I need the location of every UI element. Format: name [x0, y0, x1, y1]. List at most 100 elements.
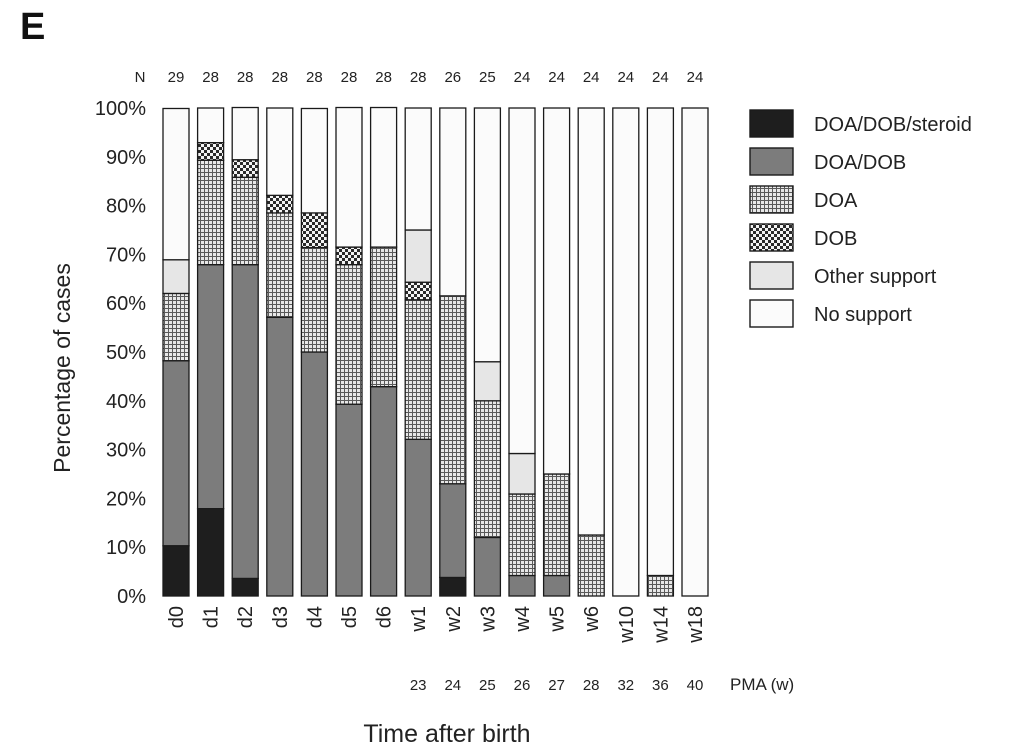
n-value: 28 [341, 69, 358, 86]
x-tick-label: w1 [408, 606, 430, 633]
x-axis-label: Time after birth [363, 720, 530, 747]
bar-segment-white [612, 107, 640, 597]
x-tick-label: w3 [477, 606, 499, 633]
bar-segment-light-gray [162, 259, 190, 295]
bar-segment-solid-gray [542, 574, 571, 597]
bar-segment-fine-grid [646, 574, 675, 597]
bar-segment-checker [266, 194, 294, 214]
pma-value: 23 [410, 677, 427, 694]
y-tick-label: 40% [106, 391, 146, 413]
legend-swatch-fine-grid [749, 185, 794, 214]
n-value: 24 [548, 69, 565, 86]
y-axis-label: Percentage of cases [49, 263, 75, 473]
y-tick-label: 20% [106, 488, 146, 510]
bar-segment-white [266, 107, 294, 197]
bar-segment-solid-gray [231, 263, 259, 580]
bar-segment-fine-grid [196, 159, 225, 266]
bar-segment-white [681, 107, 709, 597]
y-tick-label: 10% [106, 537, 146, 559]
panel-label: E [20, 6, 46, 48]
bar-segment-fine-grid [162, 292, 190, 362]
bar-segment-solid-black [231, 577, 259, 597]
x-tick-label: w18 [685, 606, 707, 644]
n-value: 24 [652, 69, 669, 86]
bar-segment-white [369, 106, 398, 248]
bar-segment-solid-black [439, 576, 467, 597]
n-value: 28 [237, 69, 254, 86]
bar-segment-checker [404, 281, 432, 301]
bar-segment-white [335, 106, 363, 248]
n-value: 28 [202, 69, 219, 86]
n-value: 25 [479, 69, 496, 86]
n-value: 28 [271, 69, 288, 86]
y-tick-label: 30% [106, 440, 146, 462]
bar-segment-white [473, 107, 502, 363]
bar-segment-white [231, 106, 259, 161]
pma-value: 24 [444, 677, 461, 694]
bars [162, 106, 709, 597]
legend-label: No support [814, 304, 912, 326]
bar-segment-white [577, 107, 605, 536]
legend-swatch-checker [749, 223, 794, 252]
x-tick-label: w10 [616, 606, 638, 644]
n-value: 28 [410, 69, 427, 86]
bar-segment-fine-grid [300, 246, 329, 353]
bar-segment-solid-gray [300, 351, 329, 597]
bar-segment-solid-gray [162, 360, 190, 547]
n-row-label: N [135, 69, 146, 86]
n-value: 24 [617, 69, 634, 86]
n-value: 28 [306, 69, 323, 86]
y-tick-label: 80% [106, 196, 146, 218]
bar-segment-solid-gray [404, 438, 432, 597]
x-tick-label: d0 [166, 606, 188, 628]
bar-segment-solid-gray [196, 263, 225, 510]
bar-segment-white [196, 107, 225, 144]
pma-value: 25 [479, 677, 496, 694]
legend-label: DOA/DOB [814, 152, 906, 174]
bar-segment-checker [196, 141, 225, 161]
x-tick-label: w6 [581, 606, 603, 633]
bar-segment-solid-gray [266, 316, 294, 597]
legend-swatch-solid-black [749, 109, 794, 138]
pma-value: 28 [583, 677, 600, 694]
bar-segment-white [300, 107, 329, 214]
bar-segment-white [404, 107, 432, 231]
legend-label: DOB [814, 228, 857, 250]
bar-segment-fine-grid [439, 295, 467, 485]
x-tick-label: w2 [443, 606, 465, 633]
bar-segment-checker [231, 159, 259, 178]
pma-value: 27 [548, 677, 565, 694]
bar-segment-white [542, 107, 571, 475]
bar-segment-solid-gray [473, 536, 502, 597]
pma-value: 36 [652, 677, 669, 694]
axes: 0% 10% 20% 30% 40% 50% 60% 70% 80% 90% 100% Percent… [49, 98, 531, 747]
legend-label: Other support [814, 266, 937, 288]
y-tick-label: 100% [95, 98, 146, 120]
bar-segment-solid-gray [508, 574, 536, 597]
legend-label: DOA/DOB/steroid [814, 114, 972, 136]
n-value: 24 [514, 69, 531, 86]
legend-swatch-light-gray [749, 261, 794, 290]
bar-segment-white [508, 107, 536, 455]
y-tick-label: 0% [117, 586, 146, 608]
bar-segment-fine-grid [577, 534, 605, 597]
bar-segment-light-gray [473, 361, 502, 402]
bar-segment-fine-grid [335, 263, 363, 405]
pma-value: 26 [514, 677, 531, 694]
x-tick-label: w4 [512, 606, 534, 633]
x-tick-label: d4 [304, 606, 326, 628]
x-tick-label: d5 [339, 606, 361, 628]
pma-value: 32 [617, 677, 634, 694]
bar-segment-white [439, 107, 467, 297]
bar-segment-light-gray [508, 452, 536, 495]
legend-label: DOA [814, 190, 858, 212]
bar-segment-fine-grid [508, 493, 536, 577]
legend: DOA/DOB/steroid DOA/DOB DOA DOB Other suppor… [749, 109, 972, 328]
bar-segment-solid-gray [439, 483, 467, 579]
bar-segment-checker [335, 246, 363, 266]
bar-segment-fine-grid [404, 299, 432, 441]
bar-segment-fine-grid [266, 212, 294, 319]
n-value: 26 [444, 69, 461, 86]
pma-row-label: PMA (w) [730, 675, 794, 694]
bar-segment-white [162, 107, 190, 261]
